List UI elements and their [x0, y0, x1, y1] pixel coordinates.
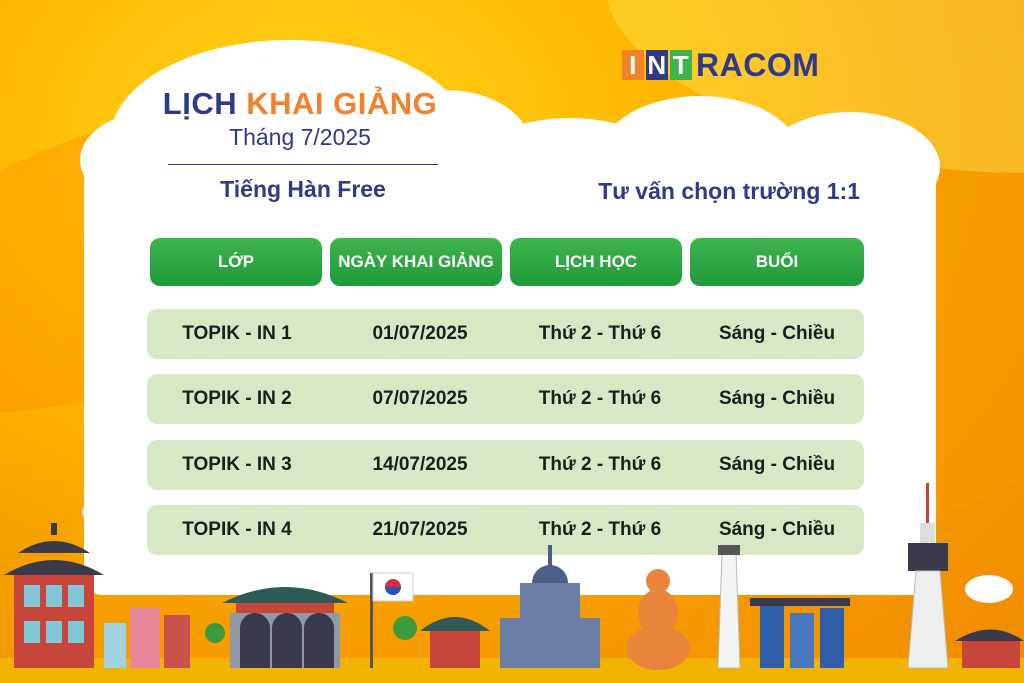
schedule-cell: Thứ 2 - Thứ 6	[538, 519, 662, 540]
table-row: TOPIK - IN 4 21/07/2025 Thứ 2 - Thứ 6 Sá…	[147, 505, 864, 555]
date-cell: 14/07/2025	[372, 454, 468, 475]
session-cell: Sáng - Chiều	[718, 519, 836, 540]
logo-letter: T	[670, 50, 692, 80]
column-header-schedule: LỊCH HỌC	[510, 238, 682, 286]
column-header-start-date: NGÀY KHAI GIẢNG	[330, 238, 502, 286]
schedule-cell: Thứ 2 - Thứ 6	[538, 454, 662, 475]
class-cell: TOPIK - IN 3	[182, 454, 292, 475]
table-row: TOPIK - IN 3 14/07/2025 Thứ 2 - Thứ 6 Sá…	[147, 440, 864, 490]
date-cell: 01/07/2025	[372, 323, 468, 344]
session-cell: Sáng - Chiều	[718, 323, 836, 344]
schedule-cell: Thứ 2 - Thứ 6	[538, 323, 662, 344]
schedule-cell: Thứ 2 - Thứ 6	[538, 388, 662, 409]
month-subtitle: Tháng 7/2025	[229, 124, 371, 150]
cloud	[965, 575, 1013, 603]
title-part-1: LỊCH	[162, 86, 238, 121]
right-caption: Tư vấn chọn trường 1:1	[598, 178, 860, 204]
session-cell: Sáng - Chiều	[718, 454, 836, 475]
title-block: LỊCH KHAI GIẢNG Tháng 7/2025	[150, 86, 450, 151]
table-row: TOPIK - IN 1 01/07/2025 Thứ 2 - Thứ 6 Sá…	[147, 309, 864, 359]
logo-letter: I	[622, 50, 644, 80]
session-cell: Sáng - Chiều	[718, 388, 836, 409]
page-title: LỊCH KHAI GIẢNG	[150, 86, 450, 122]
title-part-2: KHAI GIẢNG	[246, 86, 438, 121]
logo-letter: N	[646, 50, 668, 80]
intracom-logo: I N T RACOM	[622, 46, 820, 83]
column-header-session: BUỔI	[690, 238, 864, 286]
logo-text: RACOM	[696, 46, 820, 83]
date-cell: 07/07/2025	[372, 388, 468, 409]
left-caption: Tiếng Hàn Free	[220, 176, 386, 202]
divider	[168, 164, 438, 165]
class-cell: TOPIK - IN 1	[182, 323, 292, 344]
class-cell: TOPIK - IN 4	[182, 519, 292, 540]
class-cell: TOPIK - IN 2	[182, 388, 292, 409]
column-header-class: LỚP	[150, 238, 322, 286]
date-cell: 21/07/2025	[372, 519, 468, 540]
table-row: TOPIK - IN 2 07/07/2025 Thứ 2 - Thứ 6 Sá…	[147, 374, 864, 424]
